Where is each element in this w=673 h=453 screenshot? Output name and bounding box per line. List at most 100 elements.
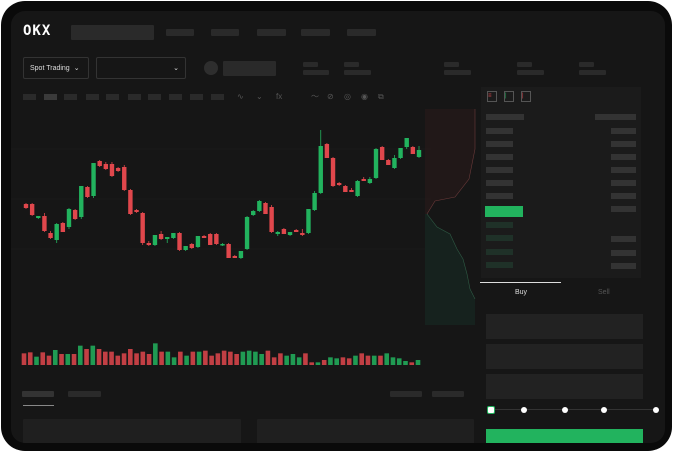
candle-body <box>134 210 139 212</box>
volume-bar <box>290 354 296 365</box>
volume-bar <box>321 360 327 365</box>
trading-mode-dropdown[interactable]: Spot Trading ⌄ <box>23 57 89 79</box>
orderbook-bids-icon[interactable]: | <box>504 91 514 102</box>
candle-body <box>379 147 385 160</box>
nav-item[interactable] <box>211 29 239 36</box>
indicator-icon[interactable]: ∿ <box>237 92 244 101</box>
volume-bar <box>134 353 139 365</box>
target-icon[interactable]: ◉ <box>361 92 368 101</box>
interval-button[interactable] <box>64 94 77 100</box>
nav-item[interactable] <box>301 29 330 36</box>
volume-bar <box>40 352 46 365</box>
orders-card <box>257 419 474 443</box>
candle-body <box>410 147 416 154</box>
candle-body <box>60 223 66 232</box>
fullscreen-icon[interactable]: ⧉ <box>378 92 384 101</box>
candle-body <box>349 190 354 192</box>
ask-price <box>486 154 513 160</box>
ask-price <box>486 128 513 134</box>
magnet-icon[interactable]: ◎ <box>344 92 351 101</box>
candle-body <box>293 230 299 232</box>
tab-buy[interactable]: Buy <box>515 289 528 296</box>
candle-body <box>386 160 391 165</box>
volume-bar <box>146 354 152 365</box>
ask-price <box>486 167 513 173</box>
slider-handle[interactable] <box>487 406 495 414</box>
interval-button[interactable] <box>211 94 224 100</box>
amount-slider[interactable] <box>489 409 657 410</box>
candle-body <box>251 211 256 215</box>
nav-item[interactable] <box>166 29 194 36</box>
volume-bar <box>209 355 214 365</box>
interval-button[interactable] <box>86 94 99 100</box>
search-input[interactable] <box>71 25 154 40</box>
volume-bar <box>59 354 64 365</box>
app-screen: OKX Spot Trading ⌄ ⌄ ∿ ⌄ fx 〜 ⊘ ◎ ◉ ⧉ <box>11 11 665 443</box>
volume-bar <box>196 351 202 365</box>
tab-sell[interactable]: Sell <box>598 289 610 296</box>
filter-button[interactable] <box>432 391 464 397</box>
volume-bar <box>390 357 396 365</box>
slider-step[interactable] <box>521 407 527 413</box>
interval-button[interactable] <box>169 94 182 100</box>
interval-button[interactable] <box>128 94 141 100</box>
candle-body <box>416 150 422 157</box>
depth-chart <box>425 109 476 325</box>
slider-step[interactable] <box>601 407 607 413</box>
buy-button[interactable] <box>486 429 643 443</box>
orderbook-both-icon[interactable]: ≡ <box>487 91 497 102</box>
trading-mode-label: Spot Trading <box>30 64 70 72</box>
volume-bar <box>84 349 89 365</box>
orderbook-header-amount <box>595 114 636 120</box>
volume-bar <box>415 360 421 365</box>
pair-dropdown[interactable]: ⌄ <box>96 57 186 79</box>
slider-step[interactable] <box>562 407 568 413</box>
orderbook-asks-icon[interactable]: | <box>521 91 531 102</box>
interval-button[interactable] <box>23 94 36 100</box>
volume-bar <box>203 350 208 365</box>
ask-price <box>486 180 513 186</box>
interval-button[interactable] <box>190 94 203 100</box>
buy-tab-underline <box>480 282 561 283</box>
slider-step[interactable] <box>653 407 659 413</box>
candle-body <box>54 224 59 240</box>
interval-button[interactable] <box>44 94 57 100</box>
indicator-icon[interactable]: fx <box>276 92 283 101</box>
candle-body <box>257 201 262 211</box>
volume-bar <box>284 355 289 365</box>
candle-body <box>238 251 244 258</box>
tab-open-orders[interactable] <box>22 391 54 397</box>
bid-price <box>486 249 513 255</box>
draw-line-icon[interactable]: 〜 <box>311 92 319 101</box>
pencil-icon[interactable]: ⊘ <box>327 92 334 101</box>
chart-type-icon[interactable]: ⌄ <box>256 92 263 101</box>
ask-price <box>486 193 513 199</box>
interval-button[interactable] <box>106 94 119 100</box>
candle-body <box>195 236 201 247</box>
volume-bar <box>265 350 271 365</box>
candle-body <box>29 204 35 215</box>
ask-amount <box>611 167 636 173</box>
amount-input[interactable] <box>486 344 643 369</box>
price-input[interactable] <box>486 314 643 339</box>
nav-item[interactable] <box>257 29 286 36</box>
nav-item[interactable] <box>347 29 376 36</box>
volume-bar <box>140 351 146 365</box>
candle-body <box>324 144 330 158</box>
volume-bar <box>178 351 183 365</box>
total-input[interactable] <box>486 374 643 399</box>
candle-body <box>343 186 348 192</box>
volume-bar <box>128 349 133 365</box>
interval-button[interactable] <box>148 94 161 100</box>
chevron-down-icon: ⌄ <box>173 65 179 72</box>
candle-body <box>171 233 176 238</box>
volume-bar <box>103 351 108 365</box>
filter-button[interactable] <box>390 391 422 397</box>
volume-bar <box>353 355 358 365</box>
okx-logo[interactable]: OKX <box>23 23 52 39</box>
tab-order-history[interactable] <box>68 391 101 397</box>
volume-bar <box>403 361 408 365</box>
price-chart[interactable] <box>11 111 431 376</box>
candle-body <box>312 193 317 210</box>
